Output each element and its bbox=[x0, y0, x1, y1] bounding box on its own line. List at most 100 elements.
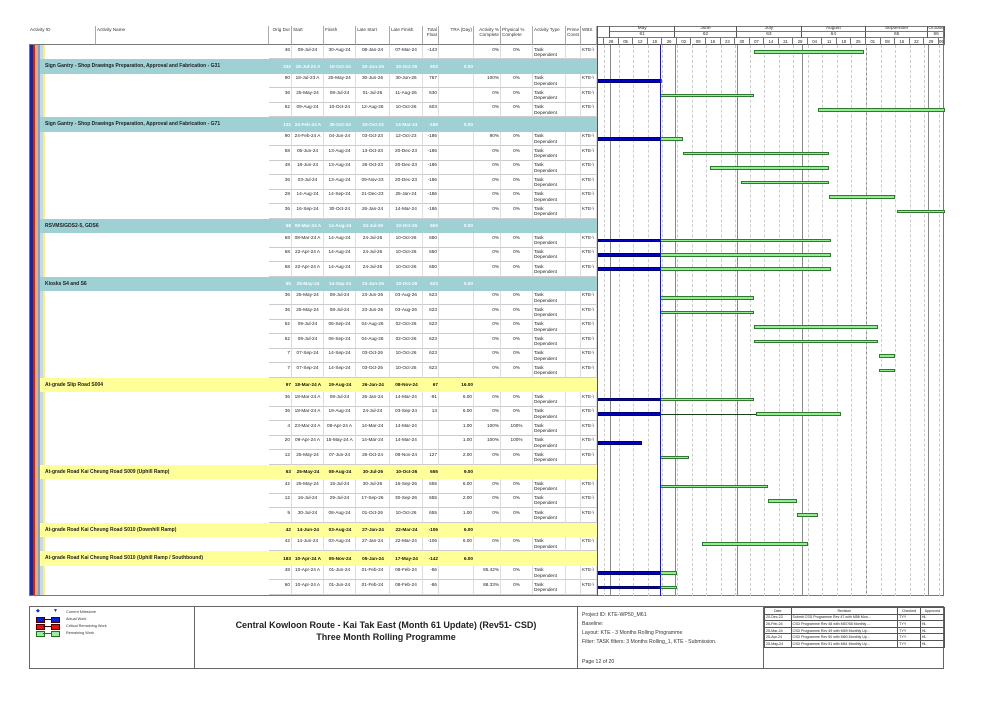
table-row[interactable]: 12 16-Jul-24 29-Jul-24 17-Sep-26 30-Sep-26 65… bbox=[29, 493, 597, 509]
group-label: At-grade Slip Road S004 bbox=[45, 381, 104, 388]
remaining-work-bar[interactable] bbox=[660, 571, 677, 575]
group-row[interactable]: Kiosks S4 and S6 95 25-May-24 14-Sep-24 23-J… bbox=[40, 276, 597, 291]
actual-work-bar[interactable] bbox=[598, 441, 642, 445]
cell-finish: 08-Aug-24 bbox=[324, 508, 356, 523]
table-row[interactable]: 60 10-Apr-24 A 01-Jun-24 01-Feb-24 08-Feb-24… bbox=[29, 580, 597, 595]
table-row[interactable]: 7 07-Sep-24 14-Sep-24 03-Oct-26 10-Oct-26 623… bbox=[29, 363, 597, 378]
week-header: 07 bbox=[749, 38, 765, 45]
actual-work-bar[interactable] bbox=[598, 253, 661, 257]
group-row[interactable]: At-grade Road Kai Cheung Road S009 (Uphi… bbox=[40, 464, 597, 480]
month-header: September bbox=[866, 26, 929, 32]
remaining-work-bar[interactable] bbox=[818, 108, 945, 112]
revision-checked: TYY bbox=[897, 639, 921, 648]
table-row[interactable]: 9 30-Jul-24 08-Aug-24 01-Oct-26 10-Oct-26 655… bbox=[29, 508, 597, 523]
remaining-work-bar[interactable] bbox=[660, 397, 754, 402]
table-row[interactable]: 4 23-Mar-24 A 08-Apr-24 A 14-Mar-24 14-Mar-2… bbox=[29, 421, 597, 436]
remaining-work-bar[interactable] bbox=[683, 151, 829, 156]
remaining-work-bar[interactable] bbox=[753, 50, 864, 55]
table-row[interactable]: 36 25-May-24 08-Jul-24 23-Jun-26 03-Aug-26 62… bbox=[29, 290, 597, 306]
actual-work-bar[interactable] bbox=[598, 238, 661, 243]
table-row[interactable]: 52 09-Jul-24 06-Sep-24 04-Aug-26 02-Oct-26 62… bbox=[29, 319, 597, 335]
remaining-work-bar[interactable] bbox=[660, 585, 677, 590]
actual-work-bar[interactable] bbox=[598, 267, 661, 272]
table-row[interactable]: 90 18-Jul-23 A 25-May-24 30-Jun-26 30-Jun-26… bbox=[29, 73, 597, 89]
actual-work-bar[interactable] bbox=[598, 79, 661, 83]
table-row[interactable]: 46 09-Jul-24 30-Aug-24 08-Jan-24 07-Mar-24 -1… bbox=[29, 45, 597, 60]
column-header-orig-dur[interactable]: Orig Dur bbox=[269, 26, 292, 45]
month-number: 62 bbox=[674, 32, 738, 38]
table-row[interactable]: 68 22-Apr-24 A 14-Aug-24 24-Jul-26 10-Oct-26… bbox=[29, 262, 597, 277]
table-row[interactable]: 36 03-Jul-24 13-Aug-24 09-Nov-23 20-Dec-23 -1… bbox=[29, 175, 597, 190]
remaining-work-bar[interactable] bbox=[753, 325, 879, 329]
table-row[interactable]: 48 18-Jun-24 13-Aug-24 26-Oct-23 20-Dec-23 -1… bbox=[29, 160, 597, 176]
remaining-work-bar[interactable] bbox=[660, 310, 754, 315]
remaining-work-bar[interactable] bbox=[660, 137, 684, 141]
column-header-physical-pct[interactable]: Physical % Complete bbox=[501, 26, 533, 45]
table-row[interactable]: 28 14-Aug-24 14-Sep-24 21-Dec-23 25-Jan-24 -1… bbox=[29, 189, 597, 205]
remaining-work-bar[interactable] bbox=[897, 209, 945, 214]
group-row[interactable]: Sign Gantry - Shop Drawings Preparation,… bbox=[40, 59, 597, 74]
remaining-work-bar[interactable] bbox=[710, 166, 829, 170]
table-row[interactable]: 36 16-Sep-24 30-Oct-24 26-Jan-24 14-Mar-24 -1… bbox=[29, 204, 597, 219]
remaining-work-bar[interactable] bbox=[660, 455, 690, 460]
table-row[interactable]: 36 25-May-24 08-Jul-24 23-Jun-26 03-Aug-26 62… bbox=[29, 305, 597, 320]
group-row[interactable]: At-grade Road Kai Cheung Road S010 (Uphi… bbox=[40, 551, 597, 566]
actual-work-bar[interactable] bbox=[598, 412, 661, 416]
remaining-work-bar[interactable] bbox=[660, 253, 831, 257]
table-row[interactable]: 68 22-Apr-24 A 14-Aug-24 24-Jul-26 10-Oct-26… bbox=[29, 247, 597, 263]
remaining-work-bar[interactable] bbox=[741, 180, 829, 185]
actual-work-bar[interactable] bbox=[598, 397, 661, 402]
group-row[interactable]: At-grade Road Kai Cheung Road S010 (Down… bbox=[40, 522, 597, 537]
column-header-activity-name[interactable]: Activity Name bbox=[96, 26, 269, 45]
group-row[interactable]: Sign Gantry - Shop Drawings Preparation,… bbox=[40, 117, 597, 132]
cell-wbs: KTE-\ bbox=[581, 247, 597, 263]
table-row[interactable]: 7 07-Sep-24 14-Sep-24 03-Oct-26 10-Oct-26 623… bbox=[29, 348, 597, 364]
remaining-work-bar[interactable] bbox=[768, 499, 798, 503]
table-row[interactable]: 36 18-Mar-24 A 19-Aug-24 24-Jul-24 03-Sep-24… bbox=[29, 406, 597, 422]
remaining-work-bar[interactable] bbox=[878, 368, 896, 373]
column-header-prime-const[interactable]: Prime Const bbox=[566, 26, 581, 45]
cell-activity-type: Task Dependent bbox=[533, 73, 566, 89]
group-row[interactable]: At-grade Slip Road S004 97 18-Mar-24 A 19-A… bbox=[40, 377, 597, 393]
column-header-total-float[interactable]: Total Float bbox=[423, 26, 439, 45]
column-header-late-start[interactable]: Late Start bbox=[356, 26, 390, 45]
column-header-late-finish[interactable]: Late Finish bbox=[390, 26, 423, 45]
remaining-work-bar[interactable] bbox=[701, 542, 808, 546]
table-row[interactable]: 52 09-Jul-24 06-Sep-24 04-Aug-26 02-Oct-26 62… bbox=[29, 334, 597, 349]
column-header-finish[interactable]: Finish bbox=[324, 26, 356, 45]
actual-work-bar[interactable] bbox=[598, 585, 661, 590]
remaining-work-bar[interactable] bbox=[660, 296, 754, 301]
table-row[interactable]: 42 25-May-24 15-Jul-24 30-Jul-26 16-Sep-26 65… bbox=[29, 479, 597, 494]
column-header-activity-id[interactable]: Activity ID bbox=[29, 26, 96, 45]
column-header-start[interactable]: Start bbox=[292, 26, 324, 45]
table-row[interactable]: 48 10-Apr-24 A 01-Jun-24 01-Feb-24 08-Feb-24… bbox=[29, 565, 597, 581]
column-header-wbs[interactable]: WBS bbox=[581, 26, 597, 45]
remaining-work-bar[interactable] bbox=[755, 412, 842, 416]
table-row[interactable]: 36 25-May-24 08-Jul-24 01-Jul-26 11-Aug-26 63… bbox=[29, 88, 597, 103]
cell-late-start: 01-Feb-24 bbox=[356, 580, 390, 595]
table-row[interactable]: 42 14-Jun-24 03-Aug-24 27-Jan-24 22-Mar-24 -1… bbox=[29, 536, 597, 552]
cell-start: 16-Sep-24 bbox=[292, 204, 324, 219]
table-row[interactable]: 52 09-Aug-24 10-Oct-24 12-Aug-26 10-Oct-26 60… bbox=[29, 102, 597, 118]
remaining-work-bar[interactable] bbox=[828, 195, 896, 199]
column-header-tra[interactable]: TRA (Day) bbox=[439, 26, 474, 45]
table-row[interactable]: 36 18-Mar-24 A 08-Jul-24 26-Jan-24 14-Mar-24… bbox=[29, 392, 597, 407]
remaining-work-bar[interactable] bbox=[660, 238, 831, 243]
group-row[interactable]: RSVMS/GDS2-5, GDS6 68 08-Mar-24 A 14-Aug-24… bbox=[40, 218, 597, 234]
remaining-work-bar[interactable] bbox=[660, 267, 831, 272]
table-row[interactable]: 20 09-Apr-24 A 15-May-24 A 14-Mar-24 14-Mar-… bbox=[29, 435, 597, 451]
column-header-activity-pct[interactable]: Activity % Complete bbox=[474, 26, 501, 45]
table-row[interactable]: 58 05-Jun-24 13-Aug-24 13-Oct-23 20-Dec-23 -1… bbox=[29, 146, 597, 161]
remaining-work-bar[interactable] bbox=[797, 513, 819, 518]
remaining-work-bar[interactable] bbox=[753, 339, 879, 344]
table-row[interactable]: 68 08-Mar-24 A 14-Aug-24 24-Jul-26 10-Oct-26… bbox=[29, 233, 597, 248]
remaining-work-bar[interactable] bbox=[878, 354, 896, 358]
actual-work-bar[interactable] bbox=[598, 571, 661, 575]
table-row[interactable]: 90 24-Feb-24 A 04-Jun-24 03-Oct-23 12-Oct-23… bbox=[29, 131, 597, 147]
table-row[interactable]: 12 25-May-24 07-Jun-24 26-Oct-24 08-Nov-24 12… bbox=[29, 450, 597, 465]
remaining-work-bar[interactable] bbox=[660, 484, 769, 489]
column-header-activity-type[interactable]: Activity Type bbox=[533, 26, 566, 45]
remaining-work-bar[interactable] bbox=[660, 93, 754, 98]
actual-work-bar[interactable] bbox=[598, 137, 661, 141]
cell-prime-const bbox=[566, 406, 581, 422]
